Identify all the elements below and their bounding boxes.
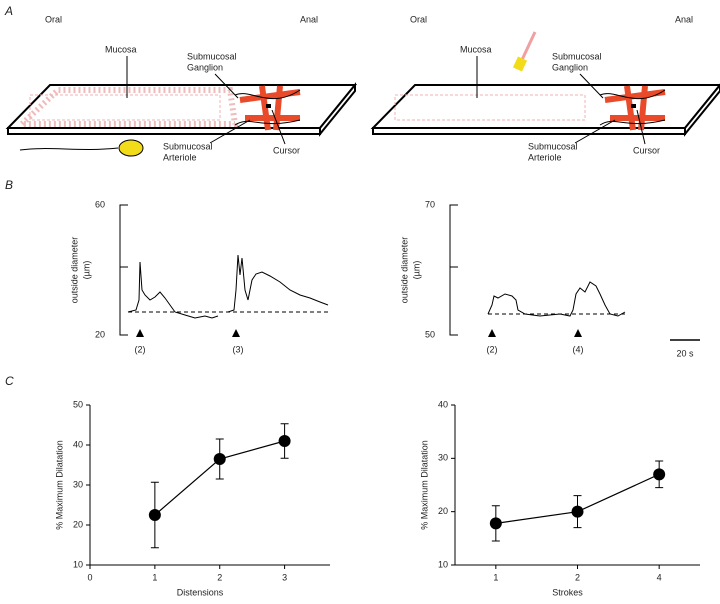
y-tick-label: 30: [73, 479, 83, 489]
mucosa-label: Mucosa: [460, 44, 492, 54]
arrow: [271, 109, 286, 145]
y-axis-label: % Maximum Dilatation: [419, 440, 429, 530]
scale-bar-label: 20 s: [676, 348, 694, 358]
y-axis: [449, 204, 458, 336]
axes: [89, 405, 330, 566]
arteriole-label: Arteriole: [528, 152, 562, 162]
axes: [454, 405, 700, 566]
data-point: [213, 453, 226, 465]
data-point: [148, 509, 161, 521]
brush-head: [512, 56, 528, 72]
anal-label: Anal: [300, 14, 318, 24]
trace-right: outside diameter (µm) 70 50 (2) (4) 20 s: [399, 199, 700, 358]
y-tick-label: 10: [73, 559, 83, 569]
ganglion: [234, 89, 301, 126]
arrow: [636, 109, 646, 145]
ganglion: [599, 89, 666, 126]
cursor-label: Cursor: [633, 145, 660, 155]
ganglion-label: Ganglion: [187, 62, 223, 72]
balloon: [118, 139, 144, 157]
slab-side: [319, 82, 356, 137]
oral-label: Oral: [410, 14, 427, 24]
y-tick-label: 60: [95, 199, 105, 209]
diameter-trace: [227, 254, 329, 313]
mucosa-fill: [394, 94, 586, 121]
y-tick-label: 30: [438, 453, 448, 463]
stimulus-wire: [19, 147, 119, 151]
x-tick-label: 2: [575, 572, 580, 582]
brush-handle: [519, 31, 537, 63]
arteriole-label: Submucosal: [163, 141, 213, 151]
y-tick-label: 20: [95, 329, 105, 339]
arrow: [579, 73, 604, 99]
data-point: [571, 505, 584, 518]
y-tick-label: 40: [73, 439, 83, 449]
y-axis-label: outside diameter: [399, 237, 409, 304]
panel-label: C: [5, 374, 14, 388]
y-tick-label: 50: [425, 329, 435, 339]
marker-label: (2): [135, 344, 146, 354]
trace-left: outside diameter (µm) 60 20 (2) (3): [69, 199, 330, 354]
anal-label: Anal: [675, 14, 693, 24]
oral-label: Oral: [45, 14, 62, 24]
data-point: [278, 435, 291, 447]
mucosa-label: Mucosa: [105, 44, 137, 54]
y-axis-label: outside diameter: [69, 237, 79, 304]
stimulus-marker: [488, 329, 496, 337]
arteriole-label: Submucosal: [528, 141, 578, 151]
x-tick-label: 0: [87, 572, 92, 582]
panel-label: B: [5, 178, 13, 192]
x-axis-label: Strokes: [552, 587, 583, 597]
arteriole-label: Arteriole: [163, 152, 197, 162]
y-axis-label: % Maximum Dilatation: [54, 440, 64, 530]
cursor-mark: [631, 104, 636, 108]
ganglion-label: Submucosal: [187, 51, 237, 61]
ganglion-label: Ganglion: [552, 62, 588, 72]
cursor-mark: [266, 104, 271, 108]
y-tick-label: 20: [438, 506, 448, 516]
x-axis-label: Distensions: [177, 587, 224, 597]
cursor-label: Cursor: [273, 145, 300, 155]
stimulus-marker: [136, 329, 144, 337]
stimulus-marker: [574, 329, 582, 337]
data-point: [489, 517, 502, 530]
marker-label: (4): [573, 344, 584, 354]
y-tick-label: 40: [438, 399, 448, 409]
arrow: [214, 73, 239, 99]
y-tick-label: 10: [438, 559, 448, 569]
x-tick-label: 1: [493, 572, 498, 582]
data-point: [653, 468, 666, 481]
marker-label: (2): [487, 344, 498, 354]
y-axis: [119, 204, 128, 336]
ganglion-label: Submucosal: [552, 51, 602, 61]
x-tick-label: 1: [152, 572, 157, 582]
diameter-trace: [487, 281, 626, 317]
marker-label: (3): [233, 344, 244, 354]
y-axis-label: (µm): [81, 261, 91, 280]
diameter-trace: [127, 261, 219, 319]
y-tick-label: 50: [73, 399, 83, 409]
arrow: [209, 119, 251, 144]
slab-side: [684, 83, 720, 137]
tissue-slab: [370, 84, 720, 129]
y-tick-label: 20: [73, 519, 83, 529]
x-tick-label: 4: [657, 572, 662, 582]
diagram-left: Oral Anal Mucosa Submucosal Ganglion Sub…: [5, 14, 358, 162]
y-axis-label: (µm): [411, 261, 421, 280]
panel-label: A: [4, 4, 13, 18]
diagram-right: Oral Anal Mucosa Submucosal Ganglion Sub…: [370, 14, 720, 162]
arteriole: [239, 85, 301, 131]
x-tick-label: 2: [217, 572, 222, 582]
mucosa-fill: [29, 94, 221, 121]
arrow: [574, 119, 616, 144]
stimulus-marker: [232, 329, 240, 337]
arteriole: [604, 85, 666, 131]
x-tick-label: 3: [282, 572, 287, 582]
y-tick-label: 70: [425, 199, 435, 209]
